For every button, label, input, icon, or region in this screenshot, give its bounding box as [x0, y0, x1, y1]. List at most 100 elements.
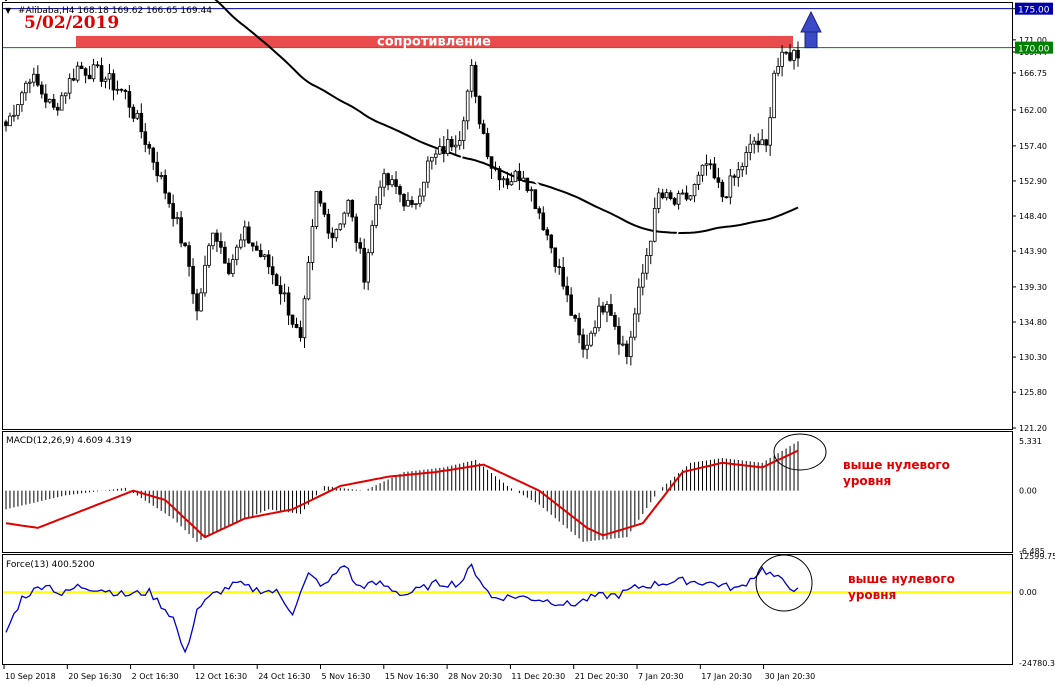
dropdown-triangle-icon[interactable]: ▼ [5, 6, 12, 15]
time-tick-label: 21 Dec 20:30 [575, 672, 629, 681]
price-tick-label: 148.40 [1019, 212, 1047, 221]
candle-body [386, 173, 390, 186]
ma-slow-path [4, 0, 799, 234]
candle-body [776, 66, 780, 74]
candle-body [334, 228, 339, 239]
candle-body [633, 313, 637, 338]
candle [195, 288, 199, 321]
candle-body [366, 252, 370, 283]
candle-body [187, 245, 191, 267]
candle-body [24, 82, 28, 94]
candle-body [569, 294, 573, 316]
candle [398, 184, 402, 203]
candle [422, 181, 426, 202]
candle-body [545, 229, 550, 236]
candle-body [712, 163, 717, 179]
candle [358, 237, 363, 254]
price-label-box [1015, 2, 1053, 15]
candle [322, 202, 327, 218]
candle [445, 129, 450, 157]
candle [386, 172, 390, 191]
candle-body [310, 226, 315, 263]
candle [617, 317, 621, 355]
candle-body [71, 78, 76, 81]
candle [501, 176, 506, 188]
candle [250, 242, 255, 252]
candle-body [414, 203, 418, 206]
arrow-head [800, 10, 822, 33]
candle [143, 123, 148, 153]
macd-title: MACD(12,26,9) 4.609 4.319 [6, 436, 132, 446]
candle [99, 57, 104, 87]
candle [28, 78, 32, 94]
candle [167, 191, 171, 208]
candle-body [67, 78, 72, 94]
candle-body [163, 175, 167, 194]
candle-body [16, 104, 20, 116]
candle [557, 258, 562, 275]
candle-body [589, 332, 593, 346]
candle-body [282, 292, 287, 295]
candle [231, 254, 235, 278]
price-label-text: 175.00 [1018, 6, 1050, 16]
candle [43, 84, 48, 109]
candle-body [585, 344, 589, 350]
candle [406, 192, 410, 207]
candlestick-series [4, 41, 800, 366]
time-tick-label: 17 Jan 20:30 [701, 672, 752, 681]
candle-body [270, 266, 275, 276]
candle [549, 234, 554, 254]
force-index-line [5, 563, 799, 654]
candle-body [167, 192, 171, 204]
macd-signal-path [5, 449, 799, 539]
candle-body [266, 254, 271, 268]
candle-body [219, 240, 223, 248]
price-tick-label: 134.80 [1019, 318, 1047, 327]
candle [728, 168, 733, 205]
macd-histogram [5, 441, 799, 542]
candle-body [485, 133, 490, 158]
candle [633, 307, 637, 341]
candle [593, 320, 597, 337]
candle-body [59, 95, 64, 111]
candle-body [290, 314, 295, 325]
candle-body [593, 327, 597, 334]
candle-body [557, 266, 562, 268]
candle [262, 253, 267, 260]
candle [660, 188, 665, 200]
candle-body [493, 167, 498, 170]
candle [668, 190, 673, 201]
candle [219, 232, 223, 254]
chart-date: 5/02/2019 [24, 13, 119, 33]
candle-body [469, 64, 474, 92]
chart-symbol-info: #Alibaba,H4 168.18 169.62 166.65 169.44 [18, 6, 212, 16]
candle-body [736, 169, 741, 178]
candle-body [477, 95, 482, 125]
candle [75, 61, 80, 83]
candle [123, 88, 128, 100]
candle-body [629, 336, 633, 357]
candle-body [143, 131, 148, 145]
candle-body [780, 51, 784, 67]
candle-body [338, 223, 343, 230]
candle [414, 203, 418, 210]
candle [708, 159, 713, 170]
candle-body [83, 68, 88, 76]
candle-body [12, 114, 16, 117]
force-note-line1: выше нулевого [848, 572, 955, 586]
candle [115, 80, 120, 95]
candle [362, 238, 366, 290]
candle-body [211, 232, 215, 247]
time-axis: 10 Sep 2018 20 Sep 16:30 2 Oct 16:30 12 Oct… [3, 665, 815, 681]
candle-body [223, 246, 227, 264]
candle-body [644, 255, 649, 274]
force-highlight-circle [755, 554, 813, 612]
candle [640, 264, 645, 296]
candle-body [394, 179, 398, 187]
candle-body [203, 264, 207, 294]
candle-body [199, 292, 203, 312]
candle-body [131, 106, 136, 119]
candle-body [489, 156, 494, 169]
time-tick-label: 28 Nov 20:30 [448, 672, 502, 681]
candle-body [95, 64, 100, 67]
